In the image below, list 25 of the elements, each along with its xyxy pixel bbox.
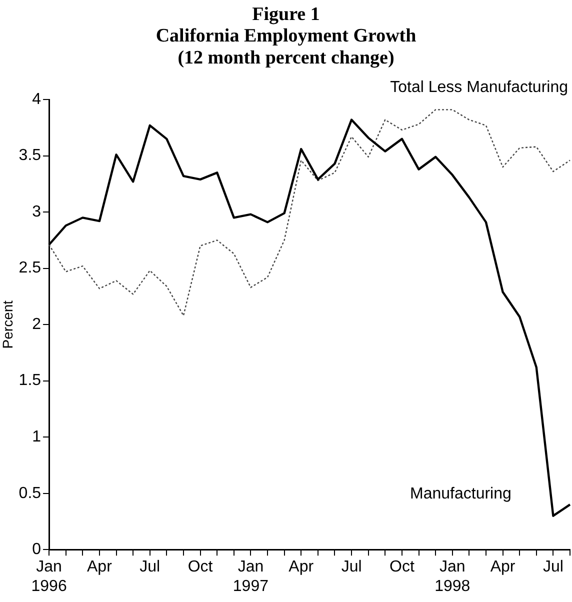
- y-tick-label: 3: [32, 203, 42, 220]
- y-tick-label: 1.5: [18, 372, 42, 390]
- x-tick-label: Oct: [188, 558, 214, 576]
- y-tick-label: 2: [32, 316, 42, 333]
- x-tick-label: Apr: [490, 558, 516, 576]
- line-series: [48, 109, 571, 316]
- y-axis-title: Percent: [0, 300, 16, 349]
- y-tick-label: 3.5: [18, 147, 42, 164]
- x-tick-label: Oct: [390, 558, 415, 576]
- x-tick-label: Jan 1998: [434, 558, 470, 595]
- x-tick-label: Jul: [140, 558, 160, 576]
- x-tick-label: Jan 1996: [31, 558, 67, 595]
- y-tick-label: 1: [32, 428, 42, 446]
- series-label: Total Less Manufacturing: [390, 78, 568, 96]
- y-tick-label: 2.5: [18, 260, 42, 277]
- y-tick-label: 4: [32, 90, 42, 108]
- x-tick-label: Jul: [542, 558, 564, 576]
- y-tick-label: 0: [32, 541, 42, 558]
- y-tick-label: 0.5: [18, 484, 42, 502]
- x-tick-label: Jul: [341, 558, 362, 576]
- x-tick-label: Jan 1997: [232, 558, 269, 595]
- text: Manufacturing: [410, 485, 512, 502]
- chart-title: Figure 1 California Employment Growth (12 month percent change): [156, 4, 417, 69]
- x-tick-label: Apr: [288, 558, 314, 576]
- x-tick-label: Apr: [87, 558, 113, 576]
